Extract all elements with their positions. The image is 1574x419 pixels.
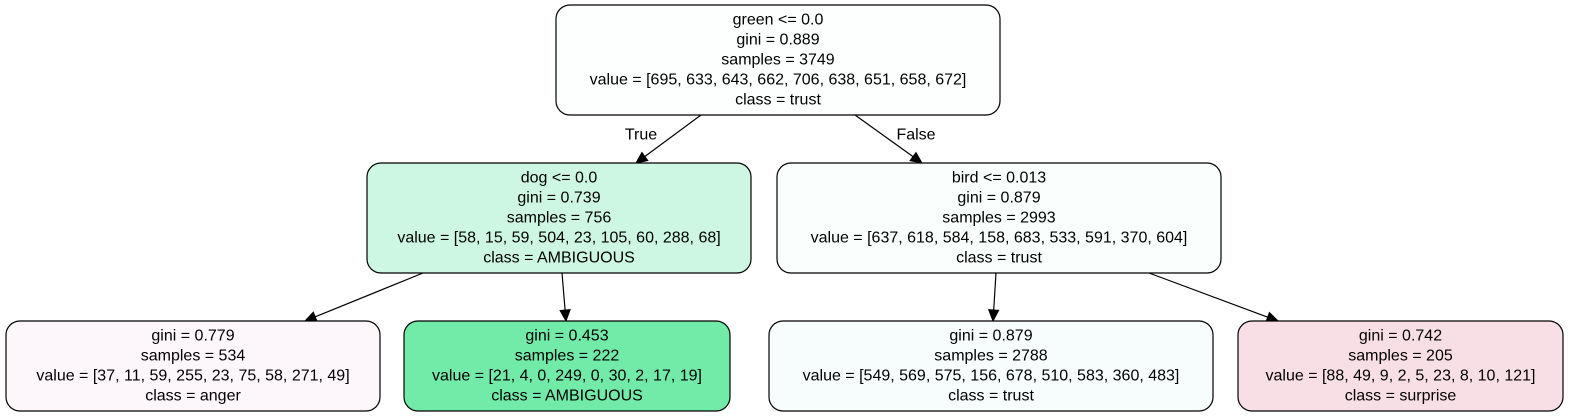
node-text-line: gini = 0.879 (957, 190, 1040, 207)
arrowhead-icon (987, 309, 1000, 323)
node-text-line: value = [549, 569, 575, 156, 678, 510, 5… (803, 368, 1180, 385)
node-box (366, 162, 752, 274)
node-text-line: value = [37, 11, 59, 255, 23, 75, 58, 27… (36, 368, 349, 385)
node-text-line: samples = 3749 (721, 52, 835, 69)
tree-node: bird <= 0.013 gini = 0.879 samples = 2993 v… (776, 162, 1222, 274)
node-text-line: bird <= 0.013 (952, 170, 1046, 187)
node-text-line: class = anger (145, 388, 241, 405)
node-text-line: class = trust (735, 92, 821, 109)
node-text-line: green <= 0.0 (733, 12, 824, 29)
arrowhead-icon (559, 309, 571, 323)
node-box (403, 320, 731, 412)
node-box (768, 320, 1214, 412)
node-text-line: class = trust (948, 388, 1034, 405)
tree-edge (987, 272, 1000, 323)
node-text-line: gini = 0.889 (736, 32, 819, 49)
node-text-line: dog <= 0.0 (521, 170, 598, 187)
node-box (776, 162, 1222, 274)
node-text-line: gini = 0.779 (151, 328, 234, 345)
node-text-line: value = [637, 618, 584, 158, 683, 533, 5… (811, 230, 1188, 247)
node-text-line: class = trust (956, 250, 1042, 267)
tree-edge (559, 272, 571, 323)
node-text-line: samples = 205 (1348, 348, 1453, 365)
edge-line (561, 272, 566, 311)
node-text-line: value = [695, 633, 643, 662, 706, 638, 6… (590, 72, 967, 89)
node-text-line: samples = 2993 (942, 210, 1056, 227)
edge-line (854, 114, 914, 158)
node-text-line: gini = 0.742 (1359, 328, 1442, 345)
node-text-line: gini = 0.739 (517, 190, 600, 207)
arrowhead-icon (909, 151, 923, 164)
node-text-line: value = [88, 49, 9, 2, 5, 23, 8, 10, 121… (1266, 368, 1536, 385)
node-text-line: class = surprise (1345, 388, 1457, 405)
arrowhead-icon (303, 311, 318, 323)
tree-edge (1148, 272, 1280, 323)
node-text-line: samples = 222 (515, 348, 620, 365)
arrowhead-icon (635, 151, 649, 164)
tree-edge: False (854, 114, 936, 164)
node-text-line: class = AMBIGUOUS (491, 388, 643, 405)
node-box (5, 320, 381, 412)
edge-line (314, 272, 424, 318)
node-text-line: gini = 0.453 (525, 328, 608, 345)
node-text-line: value = [58, 15, 59, 504, 23, 105, 60, 2… (397, 230, 720, 247)
node-text-line: samples = 534 (141, 348, 246, 365)
node-box (1237, 320, 1564, 412)
edge-label: False (896, 127, 935, 144)
tree-node: green <= 0.0 gini = 0.889 samples = 3749 va… (555, 4, 1001, 116)
tree-node: gini = 0.779 samples = 534 value = [37, 11… (5, 320, 381, 412)
tree-edge (303, 272, 424, 323)
edge-label: True (625, 127, 657, 144)
node-text-line: value = [21, 4, 0, 249, 0, 30, 2, 17, 19… (432, 368, 702, 385)
node-box (555, 4, 1001, 116)
tree-edge: True (625, 114, 702, 164)
edge-line (644, 114, 702, 157)
edge-line (993, 272, 997, 311)
tree-node: gini = 0.453 samples = 222 value = [21, 4,… (403, 320, 731, 412)
node-text-line: samples = 2788 (934, 348, 1048, 365)
tree-node: gini = 0.879 samples = 2788 value = [549, … (768, 320, 1214, 412)
edge-line (1148, 272, 1268, 318)
tree-nodes: green <= 0.0 gini = 0.889 samples = 3749 va… (5, 4, 1564, 412)
tree-node: gini = 0.742 samples = 205 value = [88, 49… (1237, 320, 1564, 412)
node-text-line: samples = 756 (507, 210, 612, 227)
tree-node: dog <= 0.0 gini = 0.739 samples = 756 value… (366, 162, 752, 274)
node-text-line: class = AMBIGUOUS (483, 250, 635, 267)
node-text-line: gini = 0.879 (949, 328, 1032, 345)
